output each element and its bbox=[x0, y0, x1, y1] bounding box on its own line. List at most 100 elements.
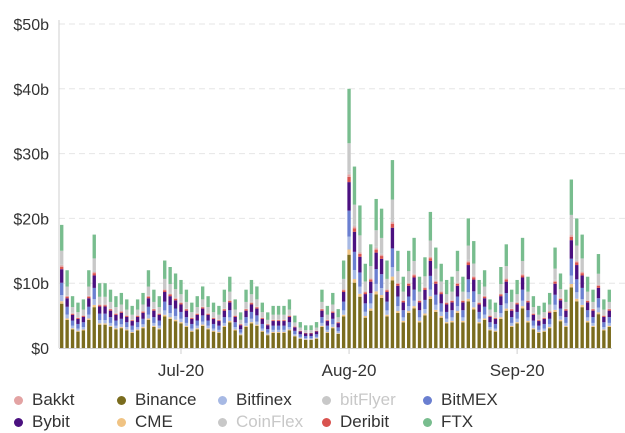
bar-segment-ftx[interactable] bbox=[190, 302, 194, 313]
bar-segment-binance[interactable] bbox=[168, 318, 172, 348]
bar-segment-cme[interactable] bbox=[244, 325, 248, 328]
bar-segment-bybit[interactable] bbox=[466, 265, 471, 280]
bar-segment-deribit[interactable] bbox=[244, 309, 248, 311]
bar-segment-binance[interactable] bbox=[108, 327, 113, 348]
bar-segment-bitfinex[interactable] bbox=[531, 325, 536, 329]
bar-segment-bakkt[interactable] bbox=[200, 306, 205, 308]
bar-segment-bitflyer[interactable] bbox=[152, 301, 156, 309]
bar-segment-bitfinex[interactable] bbox=[293, 334, 297, 336]
bar-segment-binance[interactable] bbox=[482, 320, 487, 348]
bar-segment-bitflyer[interactable] bbox=[412, 260, 416, 274]
bar-segment-bitflyer[interactable] bbox=[108, 301, 113, 309]
bar-segment-bitflyer[interactable] bbox=[466, 245, 471, 260]
bar-segment-bitmex[interactable] bbox=[200, 315, 205, 322]
bar-segment-coinflex[interactable] bbox=[65, 295, 69, 296]
bar-segment-deribit[interactable] bbox=[374, 249, 378, 253]
bar-segment-binance[interactable] bbox=[260, 331, 264, 348]
bar-segment-bitflyer[interactable] bbox=[423, 276, 427, 287]
bar-segment-coinflex[interactable] bbox=[407, 281, 411, 283]
bar-segment-bitflyer[interactable] bbox=[87, 286, 91, 296]
bar-segment-cme[interactable] bbox=[466, 298, 471, 302]
bar-segment-bitflyer[interactable] bbox=[444, 294, 449, 302]
bar-segment-ftx[interactable] bbox=[575, 218, 579, 246]
bar-segment-bitmex[interactable] bbox=[304, 335, 308, 339]
bar-segment-bitflyer[interactable] bbox=[336, 317, 340, 322]
bar-segment-ftx[interactable] bbox=[450, 276, 454, 292]
bar-segment-bitfinex[interactable] bbox=[407, 306, 411, 312]
bar-segment-ftx[interactable] bbox=[493, 302, 498, 313]
bar-segment-cme[interactable] bbox=[385, 314, 389, 317]
bar-segment-bitmex[interactable] bbox=[293, 330, 297, 335]
bar-segment-bitfinex[interactable] bbox=[228, 317, 232, 321]
bar-segment-binance[interactable] bbox=[580, 307, 584, 348]
bar-segment-bitfinex[interactable] bbox=[477, 318, 481, 323]
bar-segment-bitmex[interactable] bbox=[510, 317, 514, 323]
bar-segment-coinflex[interactable] bbox=[428, 255, 433, 257]
bar-segment-bybit[interactable] bbox=[195, 314, 199, 321]
bar-segment-coinflex[interactable] bbox=[390, 220, 395, 223]
bar-segment-binance[interactable] bbox=[596, 314, 601, 348]
bar-segment-deribit[interactable] bbox=[385, 290, 389, 293]
bar-segment-bitfinex[interactable] bbox=[499, 313, 503, 318]
bar-segment-ftx[interactable] bbox=[369, 244, 373, 267]
bar-segment-deribit[interactable] bbox=[190, 318, 194, 319]
bar-segment-bakkt[interactable] bbox=[520, 274, 525, 276]
bar-segment-binance[interactable] bbox=[444, 323, 449, 348]
bar-segment-bitflyer[interactable] bbox=[390, 199, 395, 221]
bar-segment-binance[interactable] bbox=[531, 329, 536, 348]
bar-segment-bitflyer[interactable] bbox=[238, 319, 243, 324]
bar-segment-bitmex[interactable] bbox=[575, 279, 579, 293]
bar-segment-ftx[interactable] bbox=[455, 250, 460, 272]
bar-segment-bitflyer[interactable] bbox=[401, 291, 405, 300]
bar-segment-bitflyer[interactable] bbox=[569, 214, 574, 234]
bar-segment-binance[interactable] bbox=[472, 309, 476, 348]
bar-segment-cme[interactable] bbox=[195, 328, 199, 330]
bar-segment-deribit[interactable] bbox=[60, 266, 64, 270]
bar-segment-coinflex[interactable] bbox=[482, 295, 487, 296]
bar-segment-bitflyer[interactable] bbox=[217, 314, 221, 320]
bar-segment-bitfinex[interactable] bbox=[108, 322, 113, 326]
bar-segment-bakkt[interactable] bbox=[97, 304, 102, 306]
bar-segment-bitmex[interactable] bbox=[276, 325, 281, 330]
bar-segment-coinflex[interactable] bbox=[439, 290, 443, 292]
bar-segment-deribit[interactable] bbox=[255, 307, 259, 309]
bar-segment-cme[interactable] bbox=[379, 295, 384, 298]
bar-segment-bitmex[interactable] bbox=[580, 287, 584, 300]
bar-segment-bitmex[interactable] bbox=[81, 322, 86, 328]
bar-segment-coinflex[interactable] bbox=[369, 277, 373, 279]
bar-segment-deribit[interactable] bbox=[472, 277, 476, 280]
bar-segment-bitfinex[interactable] bbox=[596, 307, 601, 313]
bar-segment-binance[interactable] bbox=[379, 297, 384, 348]
bar-segment-bitfinex[interactable] bbox=[434, 304, 438, 310]
bar-segment-bakkt[interactable] bbox=[244, 308, 248, 310]
bar-segment-ftx[interactable] bbox=[537, 305, 541, 315]
bar-segment-bakkt[interactable] bbox=[157, 313, 161, 314]
bar-segment-bitflyer[interactable] bbox=[591, 301, 595, 309]
bar-segment-cme[interactable] bbox=[520, 306, 525, 309]
bar-segment-cme[interactable] bbox=[553, 309, 557, 312]
bar-segment-deribit[interactable] bbox=[569, 236, 574, 241]
bar-segment-binance[interactable] bbox=[293, 336, 297, 348]
bar-segment-bitflyer[interactable] bbox=[200, 299, 205, 307]
bar-segment-bitmex[interactable] bbox=[65, 306, 69, 315]
bar-segment-bakkt[interactable] bbox=[580, 272, 584, 274]
bar-segment-bakkt[interactable] bbox=[369, 278, 373, 280]
bar-segment-bitmex[interactable] bbox=[412, 289, 416, 301]
bar-segment-bitfinex[interactable] bbox=[358, 286, 362, 294]
bar-segment-ftx[interactable] bbox=[580, 234, 584, 259]
bar-segment-ftx[interactable] bbox=[390, 160, 395, 200]
bar-segment-bitmex[interactable] bbox=[287, 322, 292, 328]
bar-segment-bybit[interactable] bbox=[97, 306, 102, 314]
bar-segment-bitflyer[interactable] bbox=[520, 260, 525, 274]
bar-segment-bitflyer[interactable] bbox=[488, 309, 492, 315]
bar-segment-bitflyer[interactable] bbox=[103, 296, 107, 304]
bar-segment-cme[interactable] bbox=[141, 327, 145, 329]
bar-segment-binance[interactable] bbox=[547, 328, 552, 348]
bar-segment-bybit[interactable] bbox=[238, 325, 243, 330]
bar-segment-bitmex[interactable] bbox=[569, 258, 574, 276]
bar-segment-ftx[interactable] bbox=[569, 179, 574, 215]
bar-segment-bitfinex[interactable] bbox=[163, 310, 167, 315]
bar-segment-cme[interactable] bbox=[423, 313, 427, 316]
bar-segment-cme[interactable] bbox=[87, 318, 91, 321]
bar-segment-ftx[interactable] bbox=[385, 260, 389, 279]
